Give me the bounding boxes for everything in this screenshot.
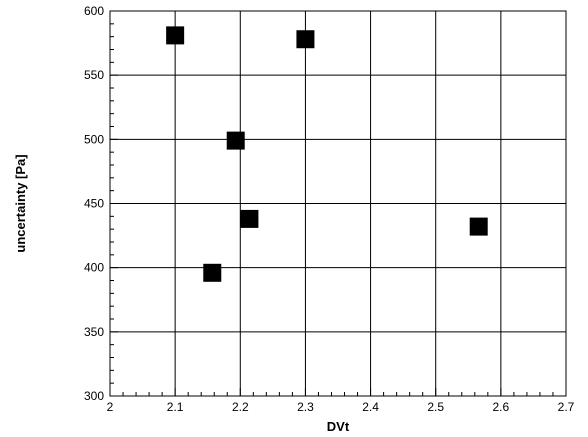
data-point xyxy=(203,263,222,282)
y-tick-labels: 300 350 400 450 500 550 600 xyxy=(84,4,104,403)
x-tick-label: 2.6 xyxy=(493,400,510,414)
x-tick-label: 2.4 xyxy=(362,400,379,414)
plot-frame xyxy=(109,10,567,397)
y-axis-title: uncertainty [Pa] xyxy=(13,154,28,252)
data-point xyxy=(296,30,315,49)
data-point xyxy=(226,131,245,150)
data-point xyxy=(240,209,259,228)
y-tick-label: 300 xyxy=(84,389,104,403)
grid xyxy=(110,11,566,396)
y-tick-label: 500 xyxy=(84,132,104,146)
x-tick-label: 2.7 xyxy=(558,400,575,414)
x-tick-label: 2.2 xyxy=(232,400,249,414)
x-tick-label: 2.1 xyxy=(167,400,184,414)
y-tick-label: 550 xyxy=(84,68,104,82)
y-tick-label: 400 xyxy=(84,261,104,275)
y-tick-label: 450 xyxy=(84,197,104,211)
x-tick-label: 2.5 xyxy=(427,400,444,414)
data-points xyxy=(166,26,488,282)
x-tick-labels: 2 2.1 2.2 2.3 2.4 2.5 2.6 2.7 xyxy=(107,400,575,414)
x-tick-label: 2.3 xyxy=(297,400,314,414)
data-point xyxy=(469,217,488,236)
y-tick-label: 350 xyxy=(84,325,104,339)
y-tick-label: 600 xyxy=(84,4,104,18)
x-axis-title: DVt xyxy=(327,419,350,434)
x-tick-label: 2 xyxy=(107,400,114,414)
data-point xyxy=(166,26,185,45)
